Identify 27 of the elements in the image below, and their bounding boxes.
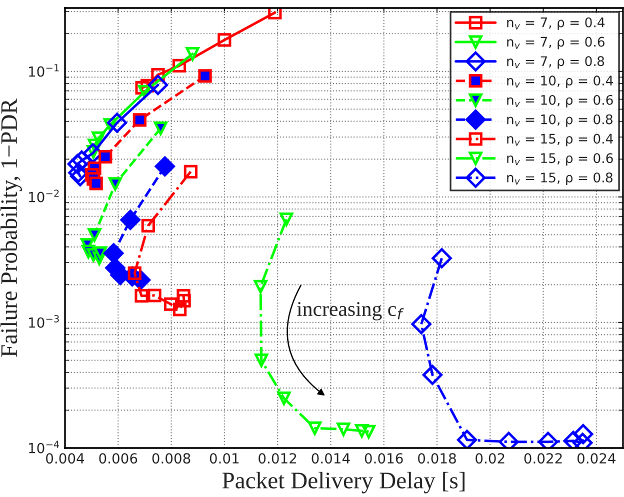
legend-label: n$_{v}$ = 7, ρ = 0.8	[507, 56, 604, 69]
y-tick-label: 10$^{−3}$	[29, 315, 59, 328]
x-tick-label: 0.02	[476, 453, 504, 464]
y-tick-label: 10$^{−4}$	[29, 440, 60, 454]
x-axis-title: Packet Delivery Delay [s]	[222, 472, 465, 494]
legend-label: n$_{v}$ = 15, ρ = 0.6	[507, 153, 613, 166]
x-tick-label: 0.024	[577, 453, 616, 464]
x-tick-label: 0.008	[152, 453, 190, 464]
legend-label: n$_{v}$ = 15, ρ = 0.8	[507, 172, 612, 186]
x-tick-label: 0.004	[46, 453, 84, 464]
y-tick-label: 10$^{−2}$	[29, 190, 59, 202]
x-tick-label: 0.012	[258, 453, 296, 464]
x-tick-label: 0.018	[418, 453, 456, 464]
legend-label: n$_{v}$ = 7, ρ = 0.6	[507, 36, 604, 50]
annotation: increasing c$_{f}$	[297, 302, 404, 320]
x-tick-label: 0.022	[524, 453, 562, 464]
x-tick-label: 0.006	[99, 453, 138, 464]
y-tick-label: 10$^{−1}$	[29, 64, 59, 77]
x-tick-label: 0.016	[364, 453, 403, 464]
x-tick-label: 0.01	[210, 453, 239, 464]
y-axis-title: Failure Probability, 1−PDR	[0, 98, 22, 357]
legend-label: n$_{v}$ = 10, ρ = 0.8	[507, 114, 612, 127]
legend-label: n$_{v}$ = 10, ρ = 0.6	[507, 94, 613, 108]
legend-label: n$_{v}$ = 7, ρ = 0.4	[507, 17, 605, 30]
x-tick-label: 0.014	[312, 453, 350, 464]
legend-label: n$_{v}$ = 15, ρ = 0.4	[507, 134, 613, 146]
legend-label: n$_{v}$ = 10, ρ = 0.4	[507, 76, 613, 88]
